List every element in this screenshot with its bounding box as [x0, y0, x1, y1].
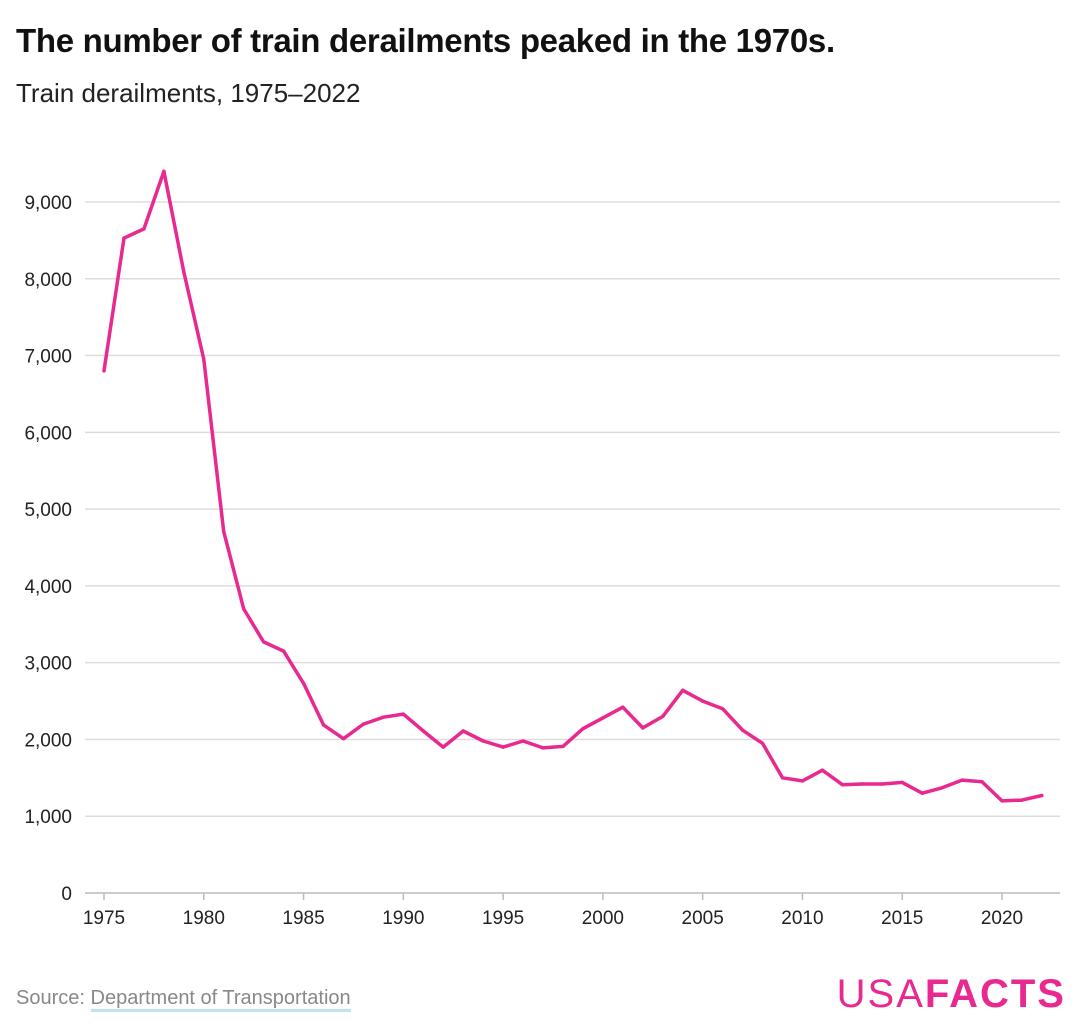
data-point	[321, 723, 326, 727]
data-point	[840, 783, 845, 787]
y-tick-label: 8,000	[24, 270, 72, 291]
data-point	[541, 746, 545, 750]
x-tick-label: 2010	[781, 908, 823, 929]
line-chart: 0 1,000 2,000 3,000 4,000 5,000 6,000 7,000 8,00…	[24, 169, 1060, 929]
x-tick-label: 1985	[282, 908, 324, 929]
x-tick-label: 1975	[83, 908, 125, 929]
source-link[interactable]: Department of Transportation	[90, 987, 351, 1012]
data-point	[1020, 798, 1024, 802]
data-point	[241, 607, 246, 611]
data-point	[641, 726, 645, 730]
y-tick-label: 1,000	[24, 807, 72, 828]
usafacts-logo: USAFACTS	[836, 972, 1066, 1016]
source-note: Source: Department of Transportation	[16, 987, 351, 1012]
data-point	[202, 357, 206, 362]
x-tick-label: 1990	[382, 908, 424, 929]
y-tick-label: 5,000	[24, 500, 72, 521]
data-point	[102, 369, 106, 373]
data-point	[681, 688, 685, 693]
x-tick-label: 1995	[482, 908, 524, 929]
data-point	[142, 227, 146, 231]
data-point	[900, 780, 904, 785]
data-point	[122, 236, 126, 240]
data-point	[920, 791, 924, 795]
data-point	[1040, 793, 1044, 798]
data-point	[481, 739, 485, 743]
y-tick-label: 3,000	[24, 654, 72, 675]
x-tick-label: 2020	[981, 908, 1023, 929]
data-point	[980, 779, 984, 784]
data-point	[880, 782, 884, 786]
data-point	[601, 716, 605, 720]
data-point	[301, 681, 306, 686]
data-point	[281, 649, 286, 653]
y-tick-label: 9,000	[24, 193, 72, 214]
data-point	[800, 779, 805, 783]
y-tick-label: 7,000	[24, 347, 72, 368]
data-point	[501, 745, 505, 749]
data-point	[940, 786, 944, 790]
y-tick-label: 0	[61, 884, 72, 905]
x-tick-label: 1980	[183, 908, 225, 929]
y-tick-label: 2,000	[24, 730, 72, 751]
data-point	[960, 778, 964, 782]
data-point	[1000, 799, 1004, 803]
data-point	[361, 722, 366, 726]
derailments-line	[102, 169, 1043, 803]
x-tick-label: 2015	[881, 908, 923, 929]
data-point	[780, 776, 785, 780]
data-point	[720, 707, 725, 711]
data-point	[521, 739, 525, 743]
data-point	[621, 705, 625, 709]
data-point	[661, 714, 665, 719]
data-point	[401, 712, 406, 716]
data-point	[860, 782, 865, 786]
x-tick-label: 2005	[682, 908, 724, 929]
data-point	[700, 699, 705, 703]
data-point	[581, 726, 585, 731]
y-tick-label: 4,000	[24, 577, 72, 598]
data-point	[561, 744, 565, 749]
chart-title: The number of train derailments peaked i…	[16, 22, 835, 59]
y-tick-label: 6,000	[24, 423, 72, 444]
data-point	[760, 741, 765, 745]
data-point	[820, 768, 825, 772]
data-point	[381, 715, 386, 719]
data-point	[441, 745, 445, 749]
data-point	[222, 529, 226, 534]
data-point	[461, 729, 465, 733]
data-point	[740, 728, 745, 732]
data-point	[162, 169, 166, 173]
x-tick-label: 2000	[582, 908, 624, 929]
data-point	[421, 729, 425, 733]
chart-subtitle: Train derailments, 1975–2022	[16, 78, 361, 108]
data-point	[261, 640, 266, 644]
data-point	[182, 270, 186, 274]
source-label: Source:	[16, 987, 85, 1009]
data-point	[341, 736, 346, 741]
